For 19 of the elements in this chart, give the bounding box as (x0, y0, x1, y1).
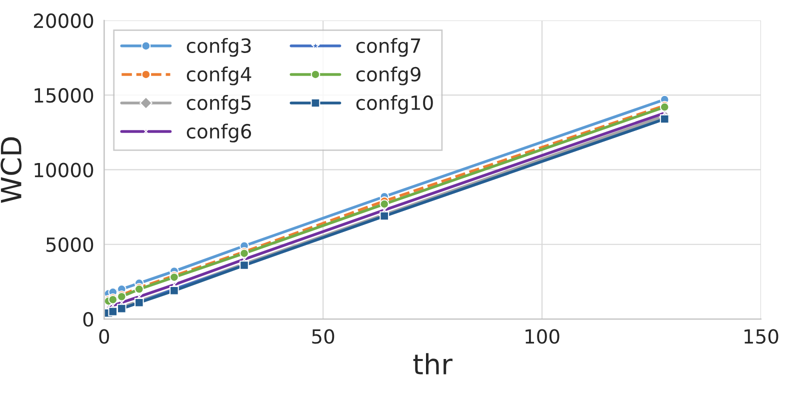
legend-label: confg6 (186, 124, 252, 142)
y-tick-label: 0 (83, 312, 94, 327)
x-tick-label: 0 (99, 329, 110, 344)
x-tick-label: 50 (312, 329, 334, 344)
legend-label: confg3 (186, 38, 251, 57)
y-axis-title: WCD (0, 137, 22, 203)
point (380, 199, 390, 209)
legend-label: confg7 (356, 38, 420, 57)
y-tick-label: 5000 (46, 237, 94, 252)
y-tick-label: 15000 (34, 88, 94, 103)
legend-label: confg4 (186, 66, 252, 86)
legend-label: confg5 (186, 95, 251, 114)
y-tick-label: 10000 (34, 162, 94, 178)
legend-label: confg9 (356, 66, 420, 86)
legend-label: confg10 (356, 95, 433, 114)
y-tick-label: 20000 (34, 13, 94, 28)
x-tick-label: 100 (526, 329, 560, 344)
x-axis-title: thr (413, 353, 452, 374)
x-tick-label: 150 (744, 329, 778, 344)
